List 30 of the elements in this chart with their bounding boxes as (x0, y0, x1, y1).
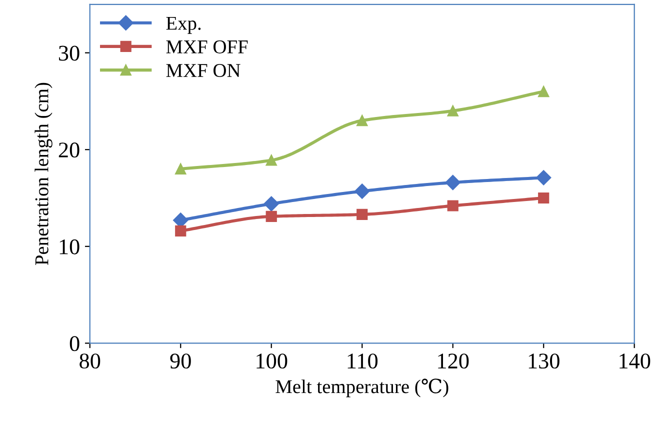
point (447, 200, 458, 212)
y-tick-label: 20 (58, 142, 80, 158)
legend-label: MXF OFF (166, 40, 248, 54)
point (175, 225, 186, 236)
y-tick-label: 0 (70, 336, 80, 352)
point (538, 192, 550, 204)
y-axis-title: Penetration length (cm) (34, 82, 52, 266)
point (356, 115, 368, 126)
point (445, 174, 460, 190)
x-tick-label: 120 (438, 354, 469, 369)
legend-label: MXF ON (166, 64, 240, 78)
point (175, 163, 186, 175)
x-axis-title: Melt temperature (℃) (276, 378, 448, 398)
x-tick-label: 110 (348, 354, 378, 369)
point (538, 86, 550, 98)
y-tick-label: 10 (60, 239, 80, 254)
point (264, 196, 279, 212)
x-tick-label: 140 (620, 354, 650, 369)
point (536, 170, 552, 186)
x-tick-label: 130 (528, 354, 560, 369)
x-tick-label: 80 (80, 354, 100, 369)
point (447, 105, 458, 116)
legend-label: Exp. (166, 16, 201, 34)
point (354, 184, 370, 199)
x-tick-label: 100 (256, 354, 288, 369)
y-tick-label: 30 (58, 46, 80, 61)
point (266, 154, 277, 166)
point (266, 210, 277, 222)
x-tick-label: 90 (170, 354, 191, 369)
point (356, 208, 368, 220)
